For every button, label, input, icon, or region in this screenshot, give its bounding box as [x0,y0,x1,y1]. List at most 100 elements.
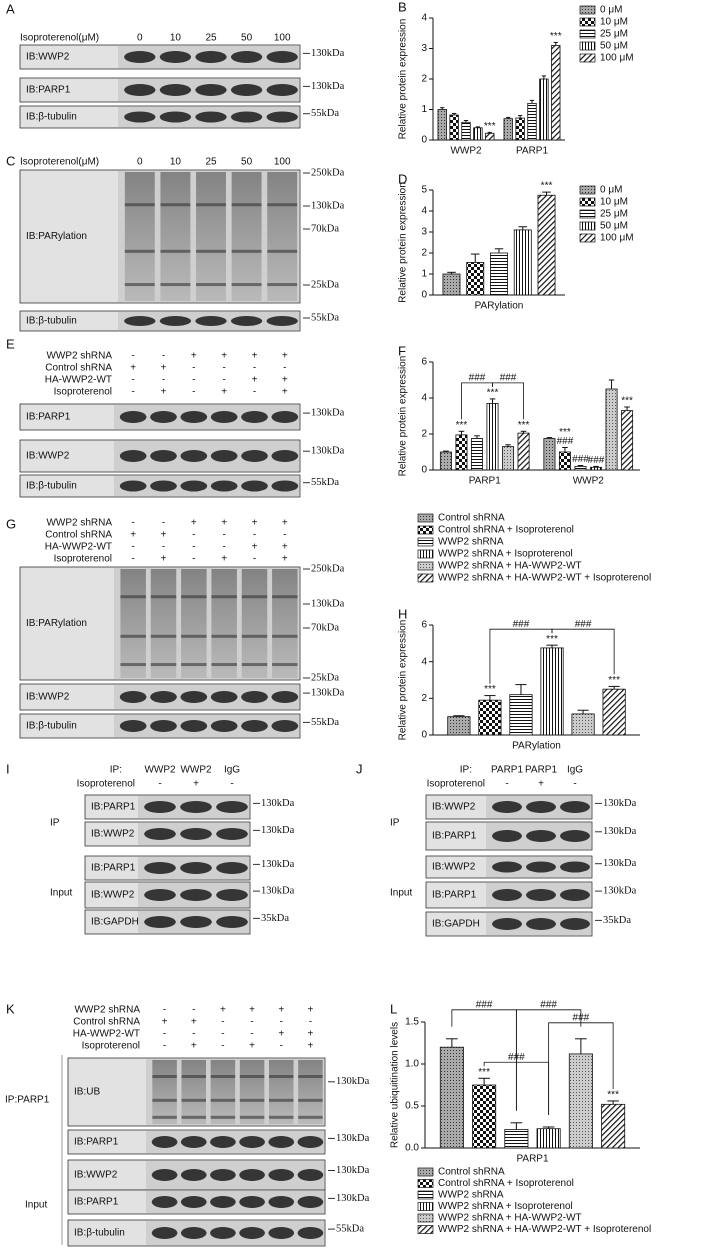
band [239,1169,265,1181]
legend-label: WWP2 shRNA + Isoproterenol [438,549,573,560]
bar [543,438,556,471]
band [267,203,298,207]
band [124,316,156,326]
significance: *** [607,1090,619,1101]
condition-sign: + [249,1041,255,1052]
condition-label: HA-WWP2-WT [73,1029,140,1040]
y-tick-label: 0 [421,135,427,146]
legend-label: Control shRNA + Isoproterenol [438,1178,574,1189]
blot-label: IB:PARP1 [74,1137,119,1148]
bar [442,273,461,296]
bar [437,109,447,141]
band [180,691,208,703]
legend-swatch [579,17,596,27]
condition-sign: - [162,375,165,386]
band [210,411,238,423]
y-tick-label: 1.5 [405,1017,419,1028]
blot-label: IB:PARP1 [26,85,71,96]
band [241,634,268,638]
band [150,595,177,599]
smear [124,172,155,301]
smear [150,569,177,678]
band [560,918,590,930]
band [144,889,176,901]
legend-swatch [579,209,596,219]
condition-sign: - [192,375,195,386]
legend-swatch [417,1213,434,1223]
condition-label: WWP2 shRNA [46,351,112,362]
smear [196,172,226,301]
legend-label: 0 μM [600,5,622,16]
x-tick-label: WWP2 [573,476,605,487]
band [159,111,192,123]
condition-sign: - [253,554,256,565]
band [231,249,262,253]
band [150,480,177,492]
condition-sign: - [222,363,225,374]
band [210,1169,236,1181]
band [241,480,268,492]
significance: *** [608,675,620,686]
legend-label: WWP2 shRNA + HA-WWP2-WT + Isoproterenol [438,573,651,584]
band [151,1136,178,1148]
bracket-label: ### [500,373,517,384]
significance: ### [572,454,589,465]
legend-swatch [579,41,596,51]
lane-label: 25 [205,157,217,168]
band [297,1136,324,1148]
bar [503,118,513,141]
smear [267,172,298,301]
band [195,51,227,63]
blot-label: IB:β-tubulin [26,481,77,492]
y-axis-label: Relative protein expression [398,356,409,477]
band [160,249,191,253]
legend-swatch [417,1225,434,1234]
section-label: IP [50,818,60,829]
marker-label: 55kDa [311,717,339,728]
condition-label: Control shRNA [45,530,112,541]
blot-label: IB:PARP1 [432,890,477,901]
blot-label: IB:PARP1 [91,802,136,813]
legend-swatch [417,549,434,559]
y-axis-label: Relative ubiquitination levels [390,1022,401,1148]
band [216,828,248,840]
condition-sign: + [191,1041,197,1052]
bar [486,402,499,471]
blot-label: IB:WWP2 [432,802,476,813]
band [159,51,192,63]
blot-label: IB:β-tubulin [74,1228,125,1239]
band [241,595,268,599]
lane-label: 10 [170,33,182,44]
x-tick-label: PARP1 [516,146,548,157]
band [266,51,298,63]
band [560,861,590,873]
band [144,862,176,874]
y-axis-label: Relative protein expression [398,182,409,303]
blot-label: IB:PARylation [26,231,87,242]
y-tick-label: 3 [421,43,427,54]
band [241,450,268,462]
ip-lane-label: PARP1 [491,765,523,776]
blot-label: IB:UB [74,1087,100,1098]
condition-sign: + [162,1017,168,1028]
x-tick-label: PARylation [475,301,524,312]
y-tick-label: 1 [421,269,427,280]
bar [447,716,471,736]
bar [439,1046,464,1149]
band [241,691,268,703]
significance: *** [546,634,558,645]
lane-label: 50 [241,157,253,168]
marker-label: 130kDa [603,798,637,809]
legend-label: 25 μM [600,29,628,40]
condition-sign: - [163,1041,166,1052]
band [526,918,556,930]
marker-label: 35kDa [261,913,289,924]
marker-label: 130kDa [603,886,637,897]
condition-sign: - [505,779,508,790]
condition-sign: - [192,542,195,553]
condition-sign: - [221,1041,224,1052]
condition-sign: + [220,1005,226,1016]
band [230,51,263,63]
panel-label: L [390,1001,397,1016]
bar [558,451,571,471]
